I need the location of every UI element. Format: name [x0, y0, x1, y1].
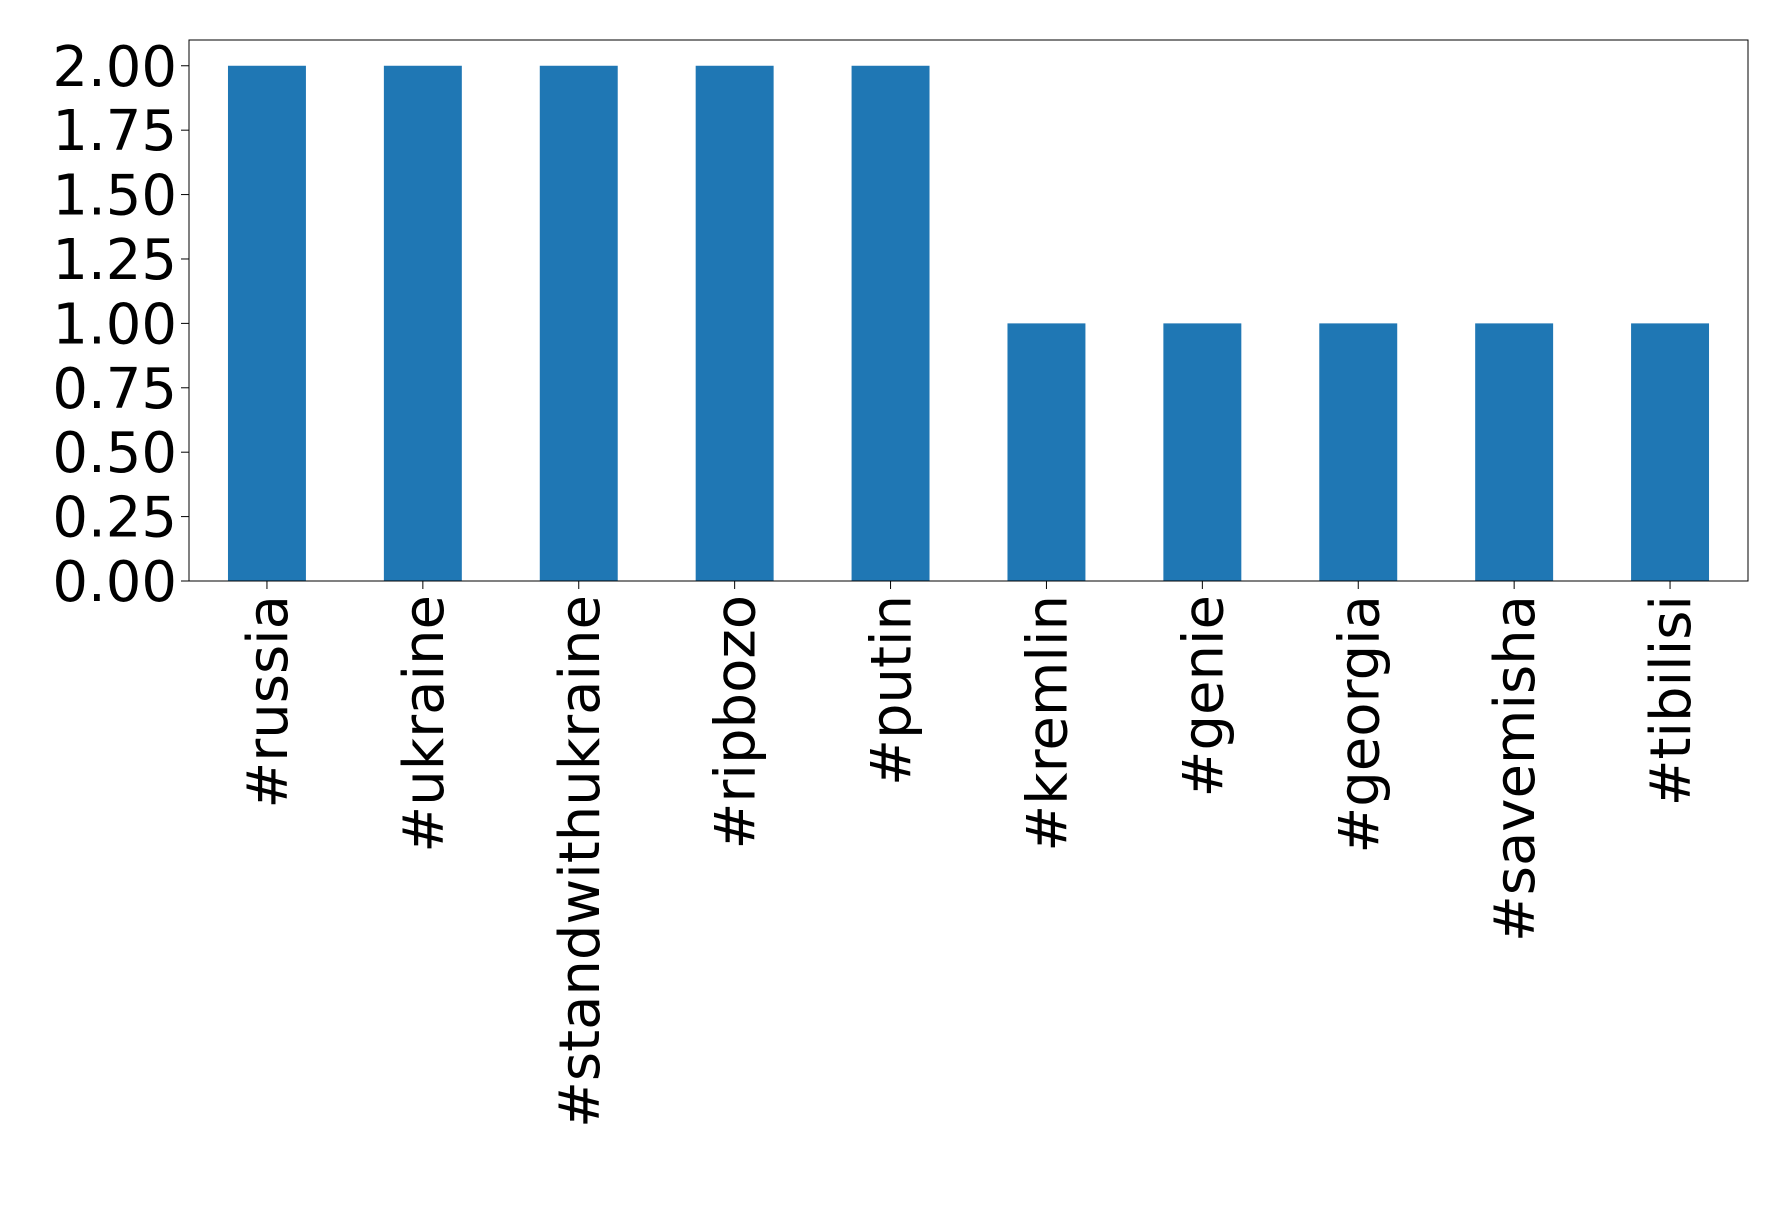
x-tick-label: #putin: [860, 595, 925, 786]
x-tick-label: #georgia: [1327, 595, 1392, 854]
y-tick-label: 1.50: [52, 164, 177, 229]
bar: [383, 65, 462, 581]
x-tick-label: #savemisha: [1483, 595, 1548, 942]
y-tick-label: 2.00: [52, 35, 177, 100]
y-tick-label: 1.00: [52, 292, 177, 357]
y-tick-label: 0.50: [52, 421, 177, 486]
bar: [851, 65, 930, 581]
y-tick-label: 0.75: [52, 357, 177, 422]
bar: [1007, 323, 1086, 581]
x-tick-label: #ukraine: [392, 595, 457, 853]
x-tick-label: #ripbozo: [704, 595, 769, 850]
x-tick-label: #genie: [1171, 595, 1236, 797]
bar: [1319, 323, 1398, 581]
x-tick-label: #standwithukraine: [548, 595, 613, 1128]
x-tick-label: #tibilisi: [1639, 595, 1704, 806]
y-tick-label: 0.00: [52, 550, 177, 615]
plot-frame: [188, 39, 1749, 582]
bar: [1163, 323, 1242, 581]
y-tick-label: 0.25: [52, 486, 177, 551]
y-tick-label: 1.75: [52, 99, 177, 164]
bar: [227, 65, 306, 581]
x-tick-label: #russia: [236, 595, 301, 809]
bar: [1631, 323, 1710, 581]
bar: [539, 65, 618, 581]
x-tick-label: #kremlin: [1015, 595, 1080, 852]
bar: [1475, 323, 1554, 581]
bar: [695, 65, 774, 581]
y-tick-label: 1.25: [52, 228, 177, 293]
